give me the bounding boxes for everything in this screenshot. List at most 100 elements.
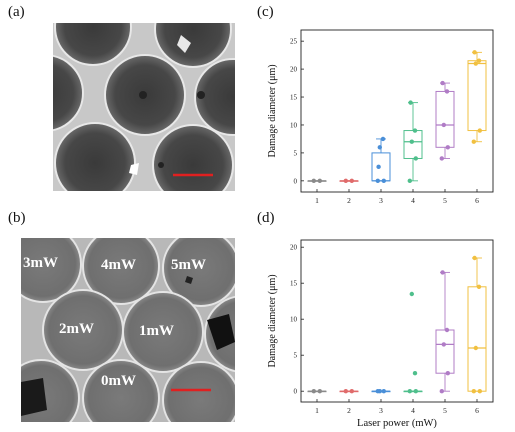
x-tick-label: 6 bbox=[475, 196, 479, 205]
data-point bbox=[471, 139, 476, 144]
data-point bbox=[476, 284, 482, 289]
data-point bbox=[407, 389, 412, 394]
x-tick-label: 3 bbox=[379, 406, 383, 415]
panel-label-a: (a) bbox=[8, 4, 25, 20]
data-point bbox=[413, 156, 418, 161]
y-tick-label: 15 bbox=[290, 280, 298, 288]
data-point bbox=[349, 389, 354, 394]
power-label-5mw: 5mW bbox=[171, 257, 206, 273]
panel-label-d: (d) bbox=[257, 210, 275, 226]
data-point bbox=[440, 270, 445, 275]
data-point bbox=[377, 389, 382, 394]
data-point bbox=[441, 122, 446, 128]
data-point bbox=[445, 371, 450, 376]
box-3 bbox=[371, 389, 391, 394]
data-point bbox=[476, 58, 482, 63]
data-point bbox=[445, 145, 450, 150]
data-point bbox=[376, 164, 381, 170]
box-2 bbox=[339, 178, 359, 184]
panel-label-b: (b) bbox=[8, 210, 26, 226]
box-iqr bbox=[435, 329, 455, 374]
data-point bbox=[409, 139, 414, 144]
data-point bbox=[412, 371, 418, 376]
power-label-2mw: 2mW bbox=[59, 321, 94, 337]
x-tick-label: 4 bbox=[411, 196, 415, 205]
data-point bbox=[412, 128, 418, 133]
x-tick-label: 2 bbox=[347, 196, 351, 205]
x-tick-label: 1 bbox=[315, 196, 319, 205]
x-tick-label: 5 bbox=[443, 406, 447, 415]
data-point bbox=[477, 128, 482, 133]
box-iqr bbox=[435, 90, 455, 148]
box-iqr bbox=[467, 60, 487, 132]
data-point bbox=[439, 389, 444, 394]
box-chart-d: 0 5 10 15 20 1 2 3 4 5 6 Laser power (mW) Damage dia… bbox=[267, 239, 494, 429]
box-3 bbox=[371, 136, 391, 184]
data-point bbox=[381, 178, 386, 184]
micrograph-b: 3mW 4mW 5mW 2mW 1mW 0mW bbox=[21, 238, 235, 422]
y-tick-label: 0 bbox=[294, 177, 298, 185]
y-tick-label: 25 bbox=[290, 38, 298, 46]
power-label-1mw: 1mW bbox=[139, 323, 174, 339]
y-tick-label: 15 bbox=[290, 94, 298, 102]
box-5 bbox=[435, 270, 455, 394]
data-point bbox=[317, 389, 322, 394]
box-6 bbox=[467, 50, 487, 144]
data-point bbox=[473, 345, 478, 351]
y-tick-label: 5 bbox=[294, 352, 298, 360]
x-tick-label: 2 bbox=[347, 406, 351, 415]
data-point bbox=[413, 389, 418, 394]
data-point bbox=[381, 389, 386, 394]
plot-frame bbox=[300, 239, 494, 403]
data-point bbox=[343, 389, 348, 394]
box-4 bbox=[403, 291, 423, 394]
y-axis-label: Damage diameter (μm) bbox=[267, 274, 278, 367]
box-1 bbox=[307, 389, 327, 394]
x-tick-label: 3 bbox=[379, 196, 383, 205]
box-5 bbox=[435, 80, 455, 161]
box-iqr bbox=[371, 152, 391, 182]
data-point bbox=[472, 255, 477, 261]
panel-label-c: (c) bbox=[257, 4, 274, 20]
plot-frame bbox=[300, 29, 494, 193]
y-tick-label: 20 bbox=[290, 66, 298, 74]
data-point bbox=[311, 178, 316, 184]
x-tick-label: 5 bbox=[443, 196, 447, 205]
x-tick-label: 6 bbox=[475, 406, 479, 415]
data-point bbox=[343, 178, 348, 184]
x-axis-label: Laser power (mW) bbox=[357, 418, 437, 429]
box-4 bbox=[403, 100, 423, 184]
x-tick-label: 1 bbox=[315, 406, 319, 415]
data-point bbox=[477, 389, 482, 394]
data-point bbox=[311, 389, 316, 394]
box-2 bbox=[339, 389, 359, 394]
y-tick-label: 0 bbox=[294, 388, 298, 396]
power-label-3mw: 3mW bbox=[23, 255, 58, 271]
data-point bbox=[377, 145, 382, 150]
data-point bbox=[444, 89, 450, 94]
power-label-0mw: 0mW bbox=[101, 373, 136, 389]
y-axis-label: Damage diameter (μm) bbox=[267, 64, 278, 157]
data-point bbox=[472, 50, 477, 55]
power-label-4mw: 4mW bbox=[101, 257, 136, 273]
box-iqr bbox=[403, 130, 423, 159]
box-1 bbox=[307, 178, 327, 184]
data-point bbox=[473, 61, 478, 66]
data-point bbox=[349, 178, 354, 184]
box-iqr bbox=[467, 286, 487, 392]
y-tick-label: 20 bbox=[290, 244, 298, 252]
data-point bbox=[380, 136, 386, 142]
data-point bbox=[407, 178, 412, 184]
y-tick-label: 10 bbox=[290, 316, 298, 324]
data-point bbox=[440, 80, 445, 86]
data-point bbox=[375, 178, 380, 184]
data-point bbox=[471, 389, 476, 394]
data-point bbox=[441, 342, 446, 347]
data-point bbox=[317, 178, 322, 184]
data-point bbox=[409, 291, 414, 297]
data-point bbox=[408, 100, 413, 105]
x-tick-label: 4 bbox=[411, 406, 415, 415]
box-chart-c: 0510152025123456Laser power (mW)Damage d… bbox=[267, 29, 494, 205]
data-point bbox=[444, 327, 450, 333]
y-tick-label: 5 bbox=[294, 149, 298, 157]
